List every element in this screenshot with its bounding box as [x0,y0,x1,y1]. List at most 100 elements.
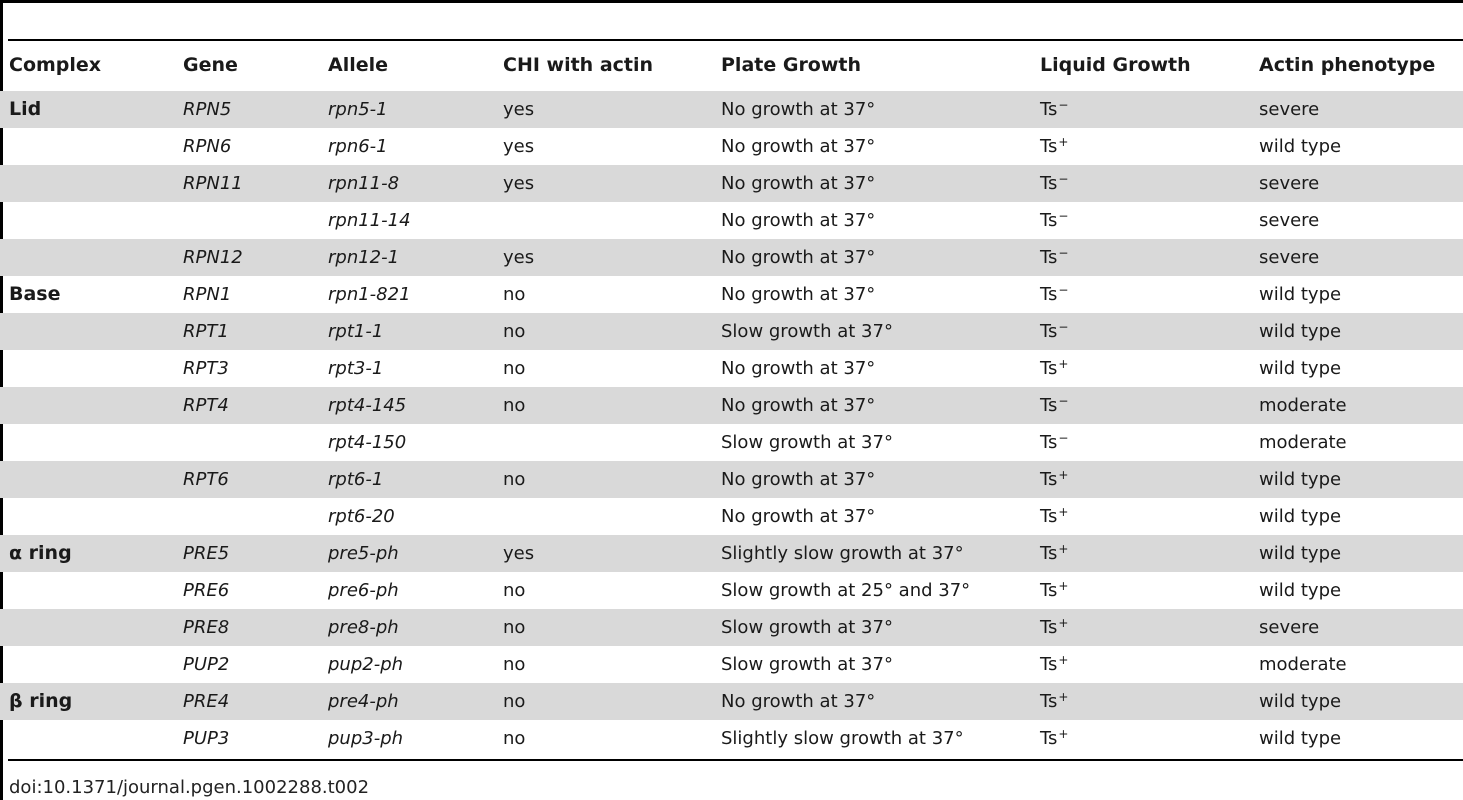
table-row: RPT1 rpt1-1 no Slow growth at 37° Ts− wild ty… [0,313,1463,350]
cell-allele: rpn1-821 [328,284,411,305]
cell-actin-phenotype: severe [1259,247,1320,268]
liquid-growth-value: Ts [1040,210,1058,231]
liquid-growth-superscript: − [1058,246,1069,260]
cell-liquid-growth: Ts+ [1040,535,1068,572]
liquid-growth-value: Ts [1040,617,1058,638]
liquid-growth-superscript: + [1058,653,1069,667]
liquid-growth-superscript: − [1058,209,1069,223]
cell-chi-with-actin: yes [503,247,535,268]
cell-liquid-growth: Ts− [1040,165,1068,202]
cell-allele: pup3-ph [328,728,404,749]
header-gene: Gene [183,54,238,76]
liquid-growth-value: Ts [1040,432,1058,453]
liquid-growth-superscript: − [1058,98,1069,112]
cell-liquid-growth: Ts+ [1040,683,1068,720]
cell-actin-phenotype: severe [1259,173,1320,194]
cell-liquid-growth: Ts− [1040,91,1068,128]
liquid-growth-superscript: − [1058,394,1069,408]
cell-gene: RPT1 [183,321,229,342]
cell-plate-growth: Slightly slow growth at 37° [721,728,964,749]
header-complex: Complex [9,54,102,76]
cell-gene: RPN11 [183,173,243,194]
cell-allele: rpn12-1 [328,247,400,268]
cell-gene: PRE4 [183,691,230,712]
liquid-growth-superscript: − [1058,431,1069,445]
cell-liquid-growth: Ts+ [1040,720,1068,757]
liquid-growth-superscript: + [1058,468,1069,482]
cell-actin-phenotype: wild type [1259,728,1342,749]
liquid-growth-superscript: + [1058,690,1069,704]
cell-actin-phenotype: moderate [1259,395,1347,416]
cell-plate-growth: Slow growth at 37° [721,432,893,453]
liquid-growth-superscript: − [1058,172,1069,186]
cell-plate-growth: No growth at 37° [721,395,876,416]
cell-gene: RPN1 [183,284,232,305]
table-bottom-rule [8,759,1463,761]
cell-plate-growth: No growth at 37° [721,506,876,527]
cell-gene: RPN5 [183,99,232,120]
cell-chi-with-actin: yes [503,99,535,120]
cell-liquid-growth: Ts+ [1040,572,1068,609]
cell-allele: rpn11-8 [328,173,400,194]
cell-complex: β ring [9,690,73,712]
cell-plate-growth: Slow growth at 37° [721,617,893,638]
cell-chi-with-actin: no [503,321,526,342]
cell-chi-with-actin: yes [503,543,535,564]
table-row: α ring PRE5 pre5-ph yes Slightly slow growth… [0,535,1463,572]
cell-actin-phenotype: wild type [1259,469,1342,490]
cell-complex: α ring [9,542,72,564]
liquid-growth-superscript: + [1058,616,1069,630]
cell-allele: rpt1-1 [328,321,384,342]
cell-allele: rpt4-150 [328,432,407,453]
cell-actin-phenotype: severe [1259,210,1320,231]
cell-liquid-growth: Ts+ [1040,609,1068,646]
cell-actin-phenotype: wild type [1259,691,1342,712]
cell-allele: rpn11-14 [328,210,411,231]
header-top-rule [8,39,1463,41]
cell-chi-with-actin: no [503,654,526,675]
table-row: RPT6 rpt6-1 no No growth at 37° Ts+ wild type [0,461,1463,498]
cell-actin-phenotype: wild type [1259,284,1342,305]
liquid-growth-value: Ts [1040,691,1058,712]
cell-actin-phenotype: wild type [1259,543,1342,564]
cell-gene: RPN12 [183,247,243,268]
liquid-growth-superscript: + [1058,727,1069,741]
cell-gene: RPT3 [183,358,229,379]
cell-chi-with-actin: yes [503,136,535,157]
liquid-growth-superscript: + [1058,135,1069,149]
cell-liquid-growth: Ts+ [1040,461,1068,498]
table-row: Lid RPN5 rpn5-1 yes No growth at 37° Ts− sever… [0,91,1463,128]
cell-actin-phenotype: moderate [1259,432,1347,453]
table-row: RPT4 rpt4-145 no No growth at 37° Ts− moderat… [0,387,1463,424]
cell-plate-growth: Slightly slow growth at 37° [721,543,964,564]
cell-gene: RPT4 [183,395,229,416]
cell-liquid-growth: Ts− [1040,313,1068,350]
cell-liquid-growth: Ts+ [1040,498,1068,535]
cell-allele: rpt3-1 [328,358,384,379]
cell-plate-growth: No growth at 37° [721,210,876,231]
cell-actin-phenotype: moderate [1259,654,1347,675]
cell-allele: pre5-ph [328,543,399,564]
table-row: PRE6 pre6-ph no Slow growth at 25° and 37° T… [0,572,1463,609]
table-header-row: Complex Gene Allele CHI with actin Plate… [0,45,1463,85]
cell-complex: Base [9,283,61,305]
table-row: PRE8 pre8-ph no Slow growth at 37° Ts+ severe [0,609,1463,646]
liquid-growth-value: Ts [1040,654,1058,675]
cell-chi-with-actin: no [503,728,526,749]
cell-gene: PUP3 [183,728,230,749]
cell-gene: RPT6 [183,469,229,490]
liquid-growth-value: Ts [1040,580,1058,601]
table-row: RPN12 rpn12-1 yes No growth at 37° Ts− severe [0,239,1463,276]
cell-gene: PRE8 [183,617,230,638]
cell-gene: PRE5 [183,543,230,564]
cell-chi-with-actin: no [503,580,526,601]
cell-actin-phenotype: wild type [1259,358,1342,379]
table-row: rpt4-150 Slow growth at 37° Ts− moderate [0,424,1463,461]
cell-liquid-growth: Ts− [1040,387,1068,424]
liquid-growth-value: Ts [1040,506,1058,527]
cell-plate-growth: Slow growth at 37° [721,654,893,675]
cell-plate-growth: No growth at 37° [721,469,876,490]
cell-plate-growth: No growth at 37° [721,173,876,194]
doi-caption: doi:10.1371/journal.pgen.1002288.t002 [9,777,370,798]
cell-liquid-growth: Ts+ [1040,350,1068,387]
